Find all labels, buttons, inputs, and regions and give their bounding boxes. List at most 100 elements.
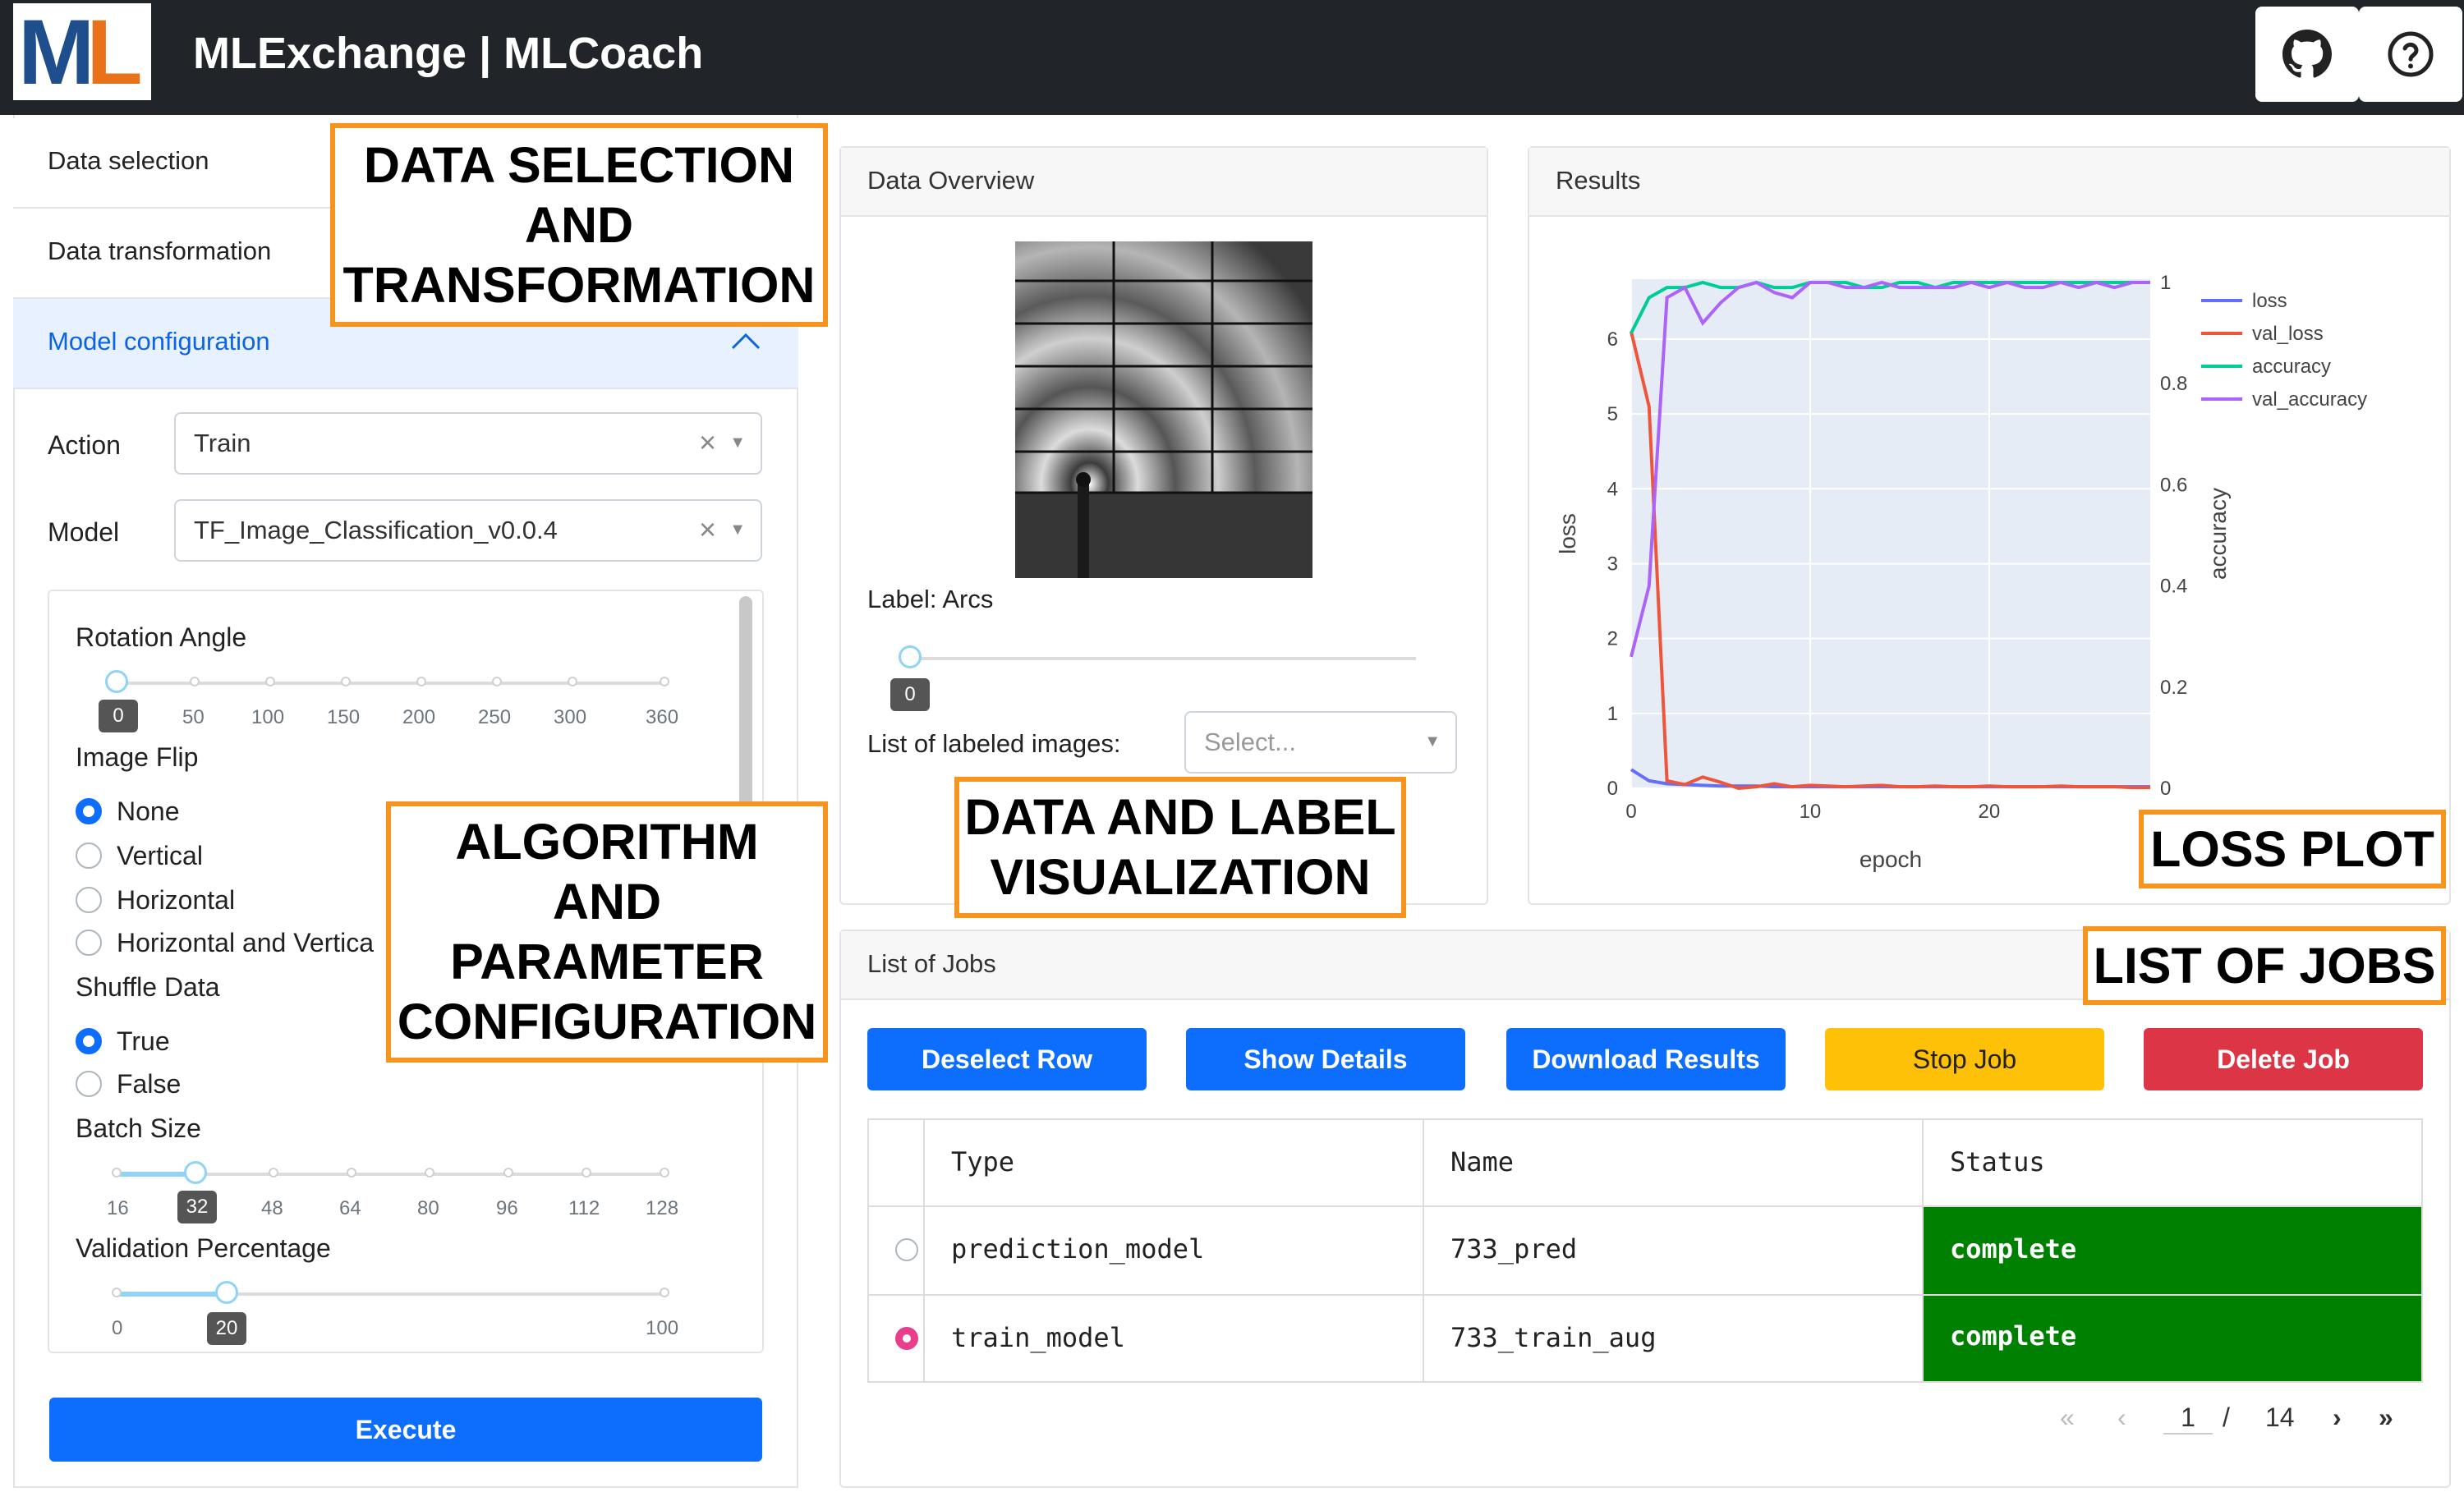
- next-page-button[interactable]: ›: [2333, 1402, 2342, 1432]
- radio-flip-both[interactable]: [76, 930, 102, 956]
- y-tick-label: 6: [1607, 328, 1618, 351]
- action-dropdown[interactable]: Train × ▼: [174, 412, 762, 475]
- col-divider: [923, 1118, 925, 1383]
- job-status-cell: complete: [1924, 1207, 2421, 1294]
- accordion-label: Data transformation: [48, 236, 272, 265]
- job-status: complete: [1950, 1320, 2077, 1352]
- radio-flip-vertical[interactable]: [76, 842, 102, 869]
- download-results-button[interactable]: Download Results: [1506, 1028, 1786, 1090]
- batch-slider-rail[interactable]: [117, 1173, 665, 1176]
- x-axis-label: epoch: [1859, 847, 1922, 872]
- clear-icon[interactable]: ×: [698, 425, 716, 459]
- y-axis-label: loss: [1555, 513, 1580, 554]
- batch-value-badge: 32: [177, 1191, 217, 1223]
- slider-mark: [269, 1168, 278, 1178]
- delete-job-button[interactable]: Delete Job: [2144, 1028, 2423, 1090]
- accordion-label: Model configuration: [48, 327, 270, 356]
- execute-button[interactable]: Execute: [49, 1398, 762, 1462]
- previous-page-button[interactable]: ‹: [2117, 1402, 2126, 1432]
- column-header-type[interactable]: Type: [951, 1146, 1015, 1178]
- tick-label: 64: [339, 1197, 361, 1219]
- help-button[interactable]: [2359, 7, 2462, 102]
- validation-percentage-label: Validation Percentage: [76, 1233, 331, 1263]
- column-header-name[interactable]: Name: [1450, 1146, 1515, 1178]
- deselect-row-button[interactable]: Deselect Row: [867, 1028, 1147, 1090]
- rotation-slider-handle[interactable]: [105, 670, 128, 693]
- help-icon: [2388, 31, 2434, 77]
- validation-slider-rail[interactable]: [117, 1292, 665, 1296]
- slider-mark: [425, 1168, 434, 1178]
- column-header-status[interactable]: Status: [1950, 1146, 2045, 1178]
- radio-shuffle-false[interactable]: [76, 1071, 102, 1097]
- annotation-algorithm: ALGORITHM AND PARAMETER CONFIGURATION: [386, 801, 828, 1063]
- last-page-button[interactable]: »: [2379, 1402, 2393, 1432]
- page-input[interactable]: 1: [2163, 1402, 2213, 1435]
- rotation-angle-label: Rotation Angle: [76, 622, 247, 652]
- page-separator: /: [2223, 1402, 2230, 1432]
- card-title: Data Overview: [867, 166, 1035, 195]
- annotation-line: DATA AND LABEL: [964, 789, 1396, 845]
- github-icon: [2282, 30, 2332, 78]
- action-label: Action: [48, 430, 121, 460]
- scrollbar[interactable]: [739, 596, 752, 818]
- loss-plot[interactable]: 0 10 20 0 1 2 3 4 5 6 0 0.2 0.4 0.6 0.8 1 epoch loss accur…: [1544, 246, 2431, 887]
- annotation-line: DATA SELECTION: [363, 136, 795, 193]
- labeled-images-dropdown[interactable]: Select... ▼: [1184, 711, 1457, 774]
- results-header: Results: [1529, 148, 2449, 217]
- batch-slider-handle[interactable]: [184, 1161, 207, 1184]
- annotation-line: TRANSFORMATION: [342, 256, 816, 313]
- y2-tick-label: 0.4: [2160, 576, 2187, 598]
- image-slider-handle[interactable]: [899, 645, 922, 668]
- job-status: complete: [1950, 1233, 2077, 1265]
- radio-shuffle-true[interactable]: [76, 1028, 102, 1054]
- y2-tick-label: 0.8: [2160, 373, 2187, 395]
- first-page-button[interactable]: «: [2060, 1402, 2075, 1432]
- annotation-line: AND: [552, 874, 662, 930]
- radio-label: Vertical: [117, 841, 203, 870]
- image-index-badge: 0: [890, 678, 930, 711]
- x-tick-label: 0: [1625, 801, 1636, 823]
- navbar: [0, 0, 2464, 115]
- data-image: [1015, 241, 1312, 578]
- x-tick-label: 20: [1979, 801, 2001, 823]
- tick-label: 48: [261, 1197, 283, 1219]
- tick-label: 96: [496, 1197, 518, 1219]
- image-slider-rail[interactable]: [910, 657, 1416, 660]
- series-line-val_accuracy: [1630, 280, 2150, 658]
- radio-label: None: [117, 796, 180, 826]
- github-button[interactable]: [2255, 7, 2359, 102]
- stop-job-button[interactable]: Stop Job: [1825, 1028, 2104, 1090]
- tick-label: 360: [646, 706, 679, 728]
- slider-mark: [112, 1288, 122, 1297]
- job-name: 733_train_aug: [1450, 1322, 1657, 1353]
- row-select-radio-selected[interactable]: [895, 1327, 918, 1350]
- rotation-slider-rail[interactable]: [117, 682, 665, 685]
- row-select-radio[interactable]: [895, 1238, 918, 1261]
- tick-label: 200: [402, 706, 436, 728]
- y-tick-label: 2: [1607, 628, 1618, 650]
- shuffle-data-label: Shuffle Data: [76, 972, 220, 1002]
- jobs-table: [867, 1118, 2423, 1383]
- slider-mark: [190, 677, 200, 686]
- tick-label: 250: [478, 706, 512, 728]
- legend-label: val_loss: [2252, 323, 2324, 345]
- dropdown-placeholder: Select...: [1204, 728, 1296, 756]
- app-logo[interactable]: ML: [13, 3, 151, 100]
- legend-label: accuracy: [2252, 356, 2331, 378]
- annotation-loss-plot: LOSS PLOT: [2139, 810, 2446, 888]
- data-overview-header: Data Overview: [841, 148, 1487, 217]
- show-details-button[interactable]: Show Details: [1186, 1028, 1465, 1090]
- clear-icon[interactable]: ×: [698, 512, 716, 546]
- batch-slider-track: [117, 1172, 195, 1177]
- model-dropdown[interactable]: TF_Image_Classification_v0.0.4 × ▼: [174, 499, 762, 562]
- slider-mark: [568, 677, 577, 686]
- caret-down-icon: ▼: [729, 521, 746, 539]
- y2-tick-label: 1: [2160, 272, 2171, 294]
- slider-mark: [347, 1168, 356, 1178]
- radio-flip-horizontal[interactable]: [76, 887, 102, 913]
- app-title: MLExchange | MLCoach: [193, 29, 704, 78]
- labeled-images-label: List of labeled images:: [867, 729, 1121, 758]
- radio-flip-none[interactable]: [76, 798, 102, 824]
- model-value: TF_Image_Classification_v0.0.4: [194, 516, 558, 544]
- validation-slider-handle[interactable]: [215, 1281, 238, 1304]
